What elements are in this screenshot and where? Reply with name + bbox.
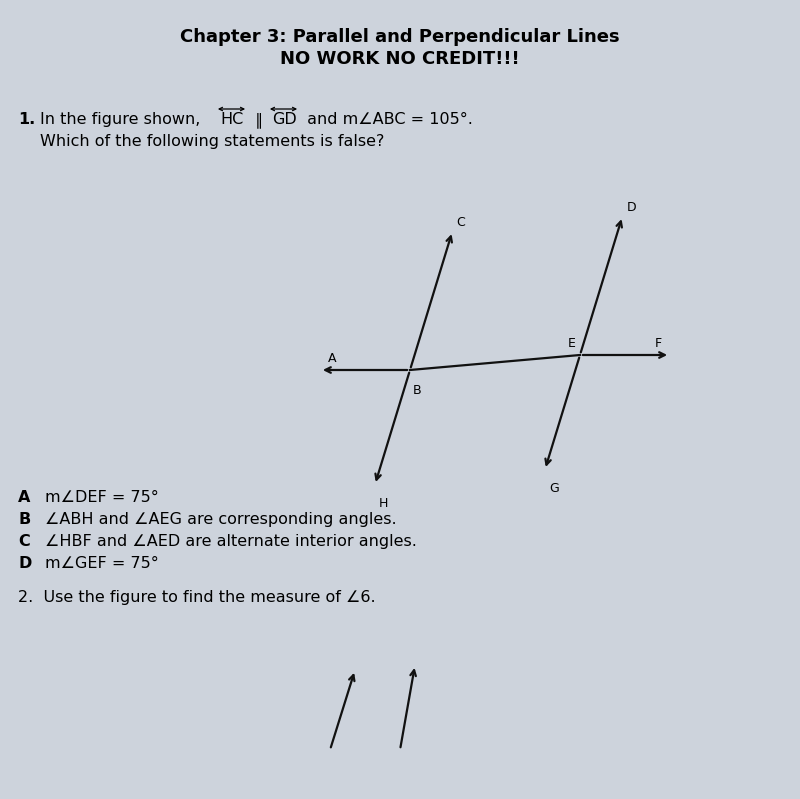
Text: F: F — [655, 337, 662, 350]
Text: GD: GD — [272, 112, 297, 127]
Text: A: A — [328, 352, 337, 365]
Text: ∠ABH and ∠AEG are corresponding angles.: ∠ABH and ∠AEG are corresponding angles. — [45, 512, 397, 527]
Text: B: B — [18, 512, 30, 527]
Text: In the figure shown,: In the figure shown, — [40, 112, 206, 127]
Text: C: C — [456, 217, 465, 229]
Text: 1.: 1. — [18, 112, 35, 127]
Text: A: A — [18, 490, 30, 505]
Text: E: E — [568, 337, 576, 350]
Text: ∠HBF and ∠AED are alternate interior angles.: ∠HBF and ∠AED are alternate interior ang… — [45, 534, 417, 549]
Text: 2.  Use the figure to find the measure of ∠6.: 2. Use the figure to find the measure of… — [18, 590, 376, 605]
Text: m∠GEF = 75°: m∠GEF = 75° — [45, 556, 158, 571]
Text: Which of the following statements is false?: Which of the following statements is fal… — [40, 134, 384, 149]
Text: ∥: ∥ — [250, 112, 268, 128]
Text: D: D — [18, 556, 31, 571]
Text: H: H — [379, 497, 388, 510]
Text: G: G — [549, 482, 558, 495]
Text: m∠DEF = 75°: m∠DEF = 75° — [45, 490, 158, 505]
Text: HC: HC — [220, 112, 243, 127]
Text: C: C — [18, 534, 30, 549]
Text: Chapter 3: Parallel and Perpendicular Lines: Chapter 3: Parallel and Perpendicular Li… — [180, 28, 620, 46]
Text: D: D — [626, 201, 636, 214]
Text: B: B — [413, 384, 422, 397]
Text: and m∠ABC = 105°.: and m∠ABC = 105°. — [302, 112, 473, 127]
Text: NO WORK NO CREDIT!!!: NO WORK NO CREDIT!!! — [280, 50, 520, 68]
